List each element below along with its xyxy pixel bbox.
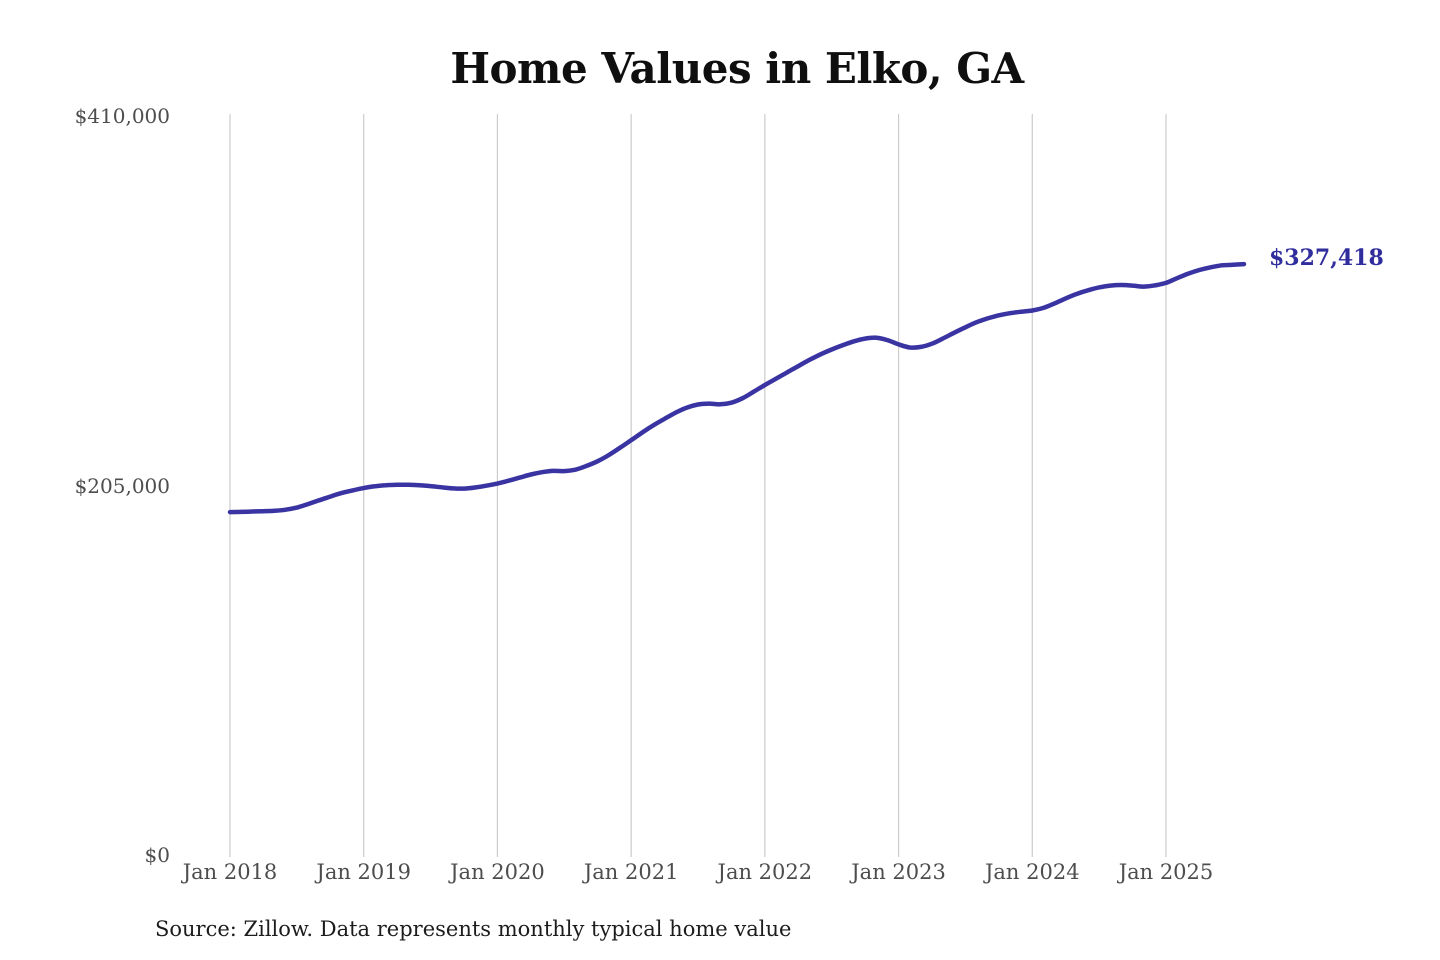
home-value-line [227, 261, 1247, 515]
y-axis-label-410000: $410,000 [74, 104, 170, 128]
x-axis-label: Jan 2024 [984, 860, 1080, 884]
chart-title: Home Values in Elko, GA [450, 44, 1024, 93]
x-axis-label: Jan 2023 [851, 860, 946, 884]
x-axis-label: Jan 2020 [450, 860, 545, 884]
x-axis-label: Jan 2019 [316, 860, 411, 884]
source-note: Source: Zillow. Data represents monthly … [155, 917, 792, 941]
x-axis-label: Jan 2021 [583, 860, 679, 884]
series-end-value-label: $327,418 [1268, 245, 1384, 272]
y-axis-label-205000: $205,000 [74, 474, 170, 498]
x-axis-label: Jan 2018 [182, 860, 278, 884]
x-axis-label: Jan 2022 [717, 860, 813, 884]
y-axis-label-0: $0 [144, 843, 170, 867]
x-axis-label: Jan 2025 [1118, 860, 1214, 884]
